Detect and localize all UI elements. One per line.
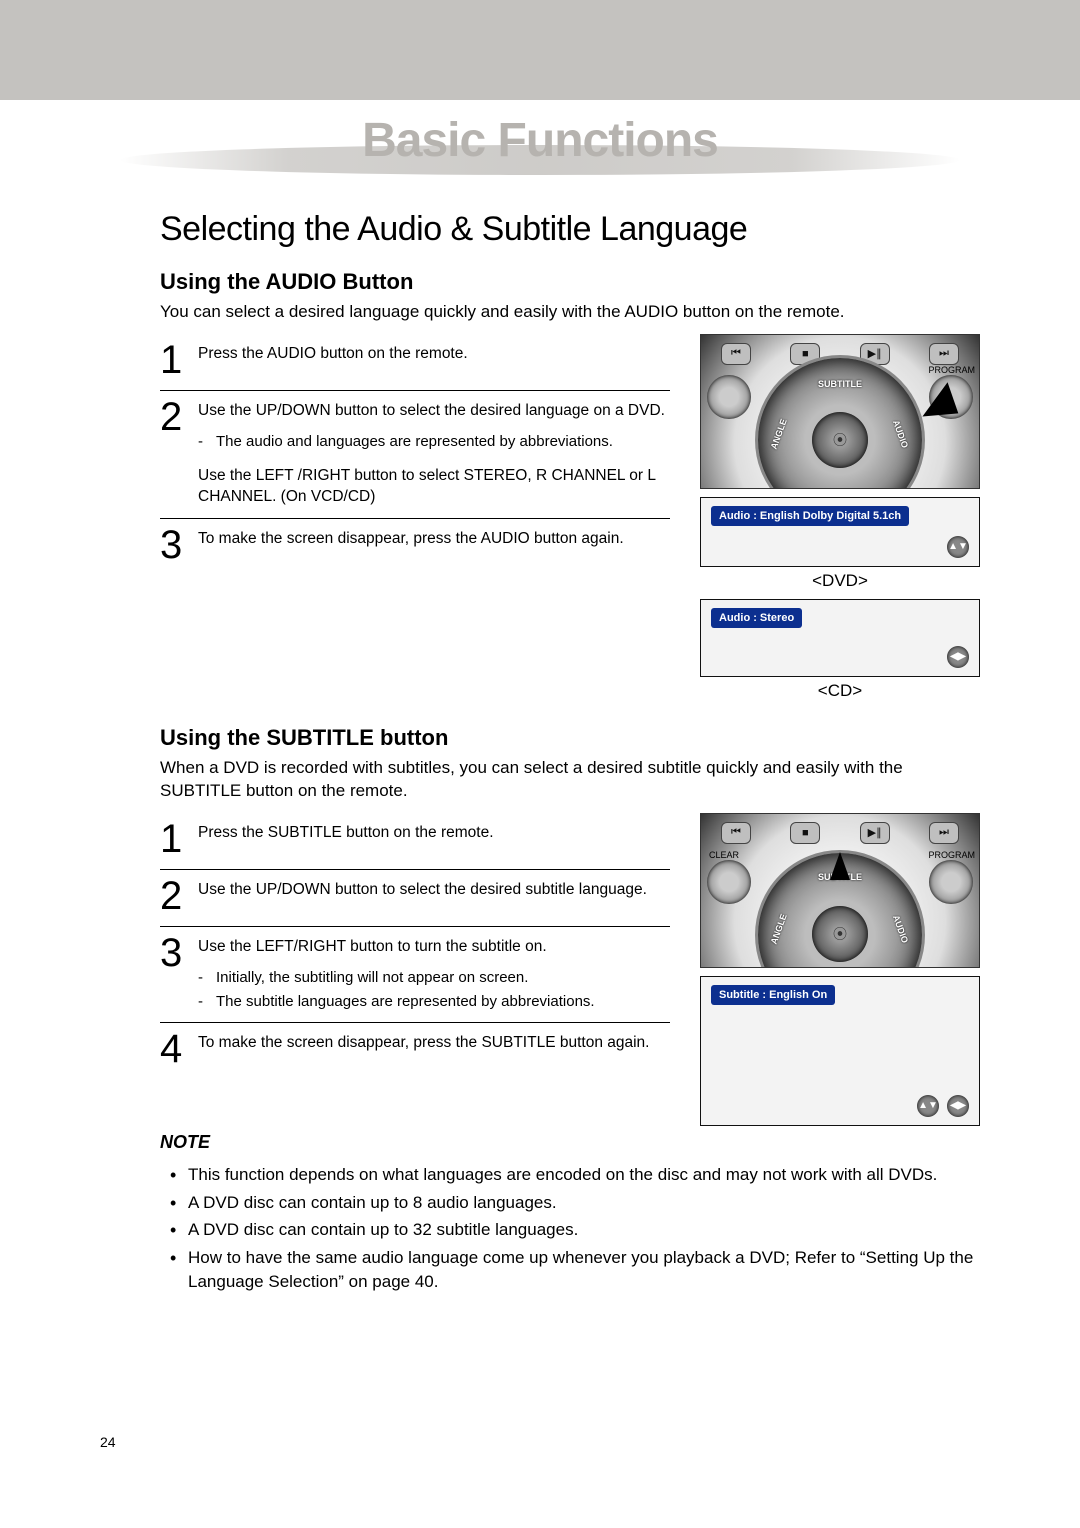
remote-btn-next: ⏭ <box>929 343 959 365</box>
step-text: Use the UP/DOWN button to select the des… <box>198 876 647 916</box>
remote-label-program: PROGRAM <box>928 365 975 375</box>
step-number: 3 <box>160 525 188 565</box>
remote-label-clear: CLEAR <box>709 850 739 860</box>
note-item: How to have the same audio language come… <box>188 1246 980 1294</box>
step-number: 4 <box>160 1029 188 1069</box>
osd-bar-text: Audio : English Dolby Digital 5.1ch <box>711 506 909 526</box>
step-note: Initially, the subtitling will not appea… <box>216 968 528 988</box>
page-number: 24 <box>100 1434 116 1450</box>
remote-btn-prev: ⏮ <box>721 343 751 365</box>
dash-icon: - <box>198 968 206 988</box>
audio-intro: You can select a desired language quickl… <box>160 301 980 324</box>
step-number: 2 <box>160 397 188 508</box>
leftright-icon: ◀▶ <box>947 646 969 668</box>
remote-enter-btn: ⦿ <box>812 412 868 468</box>
remote-btn-playpause: ▶∥ <box>860 822 890 844</box>
osd-cd: Audio : Stereo ◀▶ <box>700 599 980 677</box>
osd-caption: <DVD> <box>700 571 980 591</box>
step-extra: Use the LEFT /RIGHT button to select STE… <box>198 466 670 508</box>
subtitle-intro: When a DVD is recorded with subtitles, y… <box>160 757 920 803</box>
pointer-arrow-icon <box>920 381 959 416</box>
osd-bar-text: Subtitle : English On <box>711 985 835 1005</box>
note-item: A DVD disc can contain up to 8 audio lan… <box>188 1191 980 1215</box>
dash-icon: - <box>198 432 206 452</box>
updown-icon: ▲▼ <box>917 1095 939 1117</box>
note-item: This function depends on what languages … <box>188 1163 980 1187</box>
remote-btn-prev: ⏮ <box>721 822 751 844</box>
step-text: Press the AUDIO button on the remote. <box>198 340 468 380</box>
remote-corner-btn <box>707 375 751 419</box>
note-title: NOTE <box>160 1132 980 1153</box>
leftright-icon: ◀▶ <box>947 1095 969 1117</box>
dash-icon: - <box>198 992 206 1012</box>
step-number: 2 <box>160 876 188 916</box>
osd-bar-text: Audio : Stereo <box>711 608 802 628</box>
chapter-title: Basic Functions <box>362 113 718 168</box>
pointer-arrow-icon <box>830 852 850 880</box>
remote-btn-next: ⏭ <box>929 822 959 844</box>
remote-enter-btn: ⦿ <box>812 906 868 962</box>
step-number: 1 <box>160 340 188 380</box>
subtitle-subtitle: Using the SUBTITLE button <box>160 725 980 751</box>
remote-label-program: PROGRAM <box>928 850 975 860</box>
step-text: To make the screen disappear, press the … <box>198 1029 649 1069</box>
note-item: A DVD disc can contain up to 32 subtitle… <box>188 1218 980 1242</box>
updown-icon: ▲▼ <box>947 536 969 558</box>
step-number: 3 <box>160 933 188 1012</box>
step-note: The subtitle languages are represented b… <box>216 992 595 1012</box>
osd-caption: <CD> <box>700 681 980 701</box>
remote-corner-btn <box>929 860 973 904</box>
step-text: Press the SUBTITLE button on the remote. <box>198 819 494 859</box>
step-text: Use the UP/DOWN button to select the des… <box>198 401 670 422</box>
osd-subtitle: Subtitle : English On ◀▶ ▲▼ <box>700 976 980 1126</box>
audio-steps: 1 Press the AUDIO button on the remote. … <box>160 334 670 575</box>
audio-subtitle: Using the AUDIO Button <box>160 269 980 295</box>
ring-label-subtitle: SUBTITLE <box>818 379 862 389</box>
subtitle-steps: 1 Press the SUBTITLE button on the remot… <box>160 813 670 1079</box>
chapter-band: Basic Functions <box>0 100 1080 180</box>
step-number: 1 <box>160 819 188 859</box>
remote-corner-btn <box>707 860 751 904</box>
step-text: To make the screen disappear, press the … <box>198 525 624 565</box>
top-band <box>0 0 1080 100</box>
remote-illustration-subtitle: ⏮ ■ ▶∥ ⏭ CLEAR PROGRAM ⦿ SUBTITLE AUDIO … <box>700 813 980 968</box>
osd-dvd: Audio : English Dolby Digital 5.1ch ▲▼ <box>700 497 980 567</box>
step-text: Use the LEFT/RIGHT button to turn the su… <box>198 937 595 958</box>
remote-illustration-audio: ⏮ ■ ▶∥ ⏭ PROGRAM ⦿ SUBTITLE AUDIO ANGLE <box>700 334 980 489</box>
note-list: This function depends on what languages … <box>160 1163 980 1294</box>
section-title: Selecting the Audio & Subtitle Language <box>160 210 980 249</box>
remote-btn-stop: ■ <box>790 822 820 844</box>
step-note: The audio and languages are represented … <box>216 432 613 452</box>
